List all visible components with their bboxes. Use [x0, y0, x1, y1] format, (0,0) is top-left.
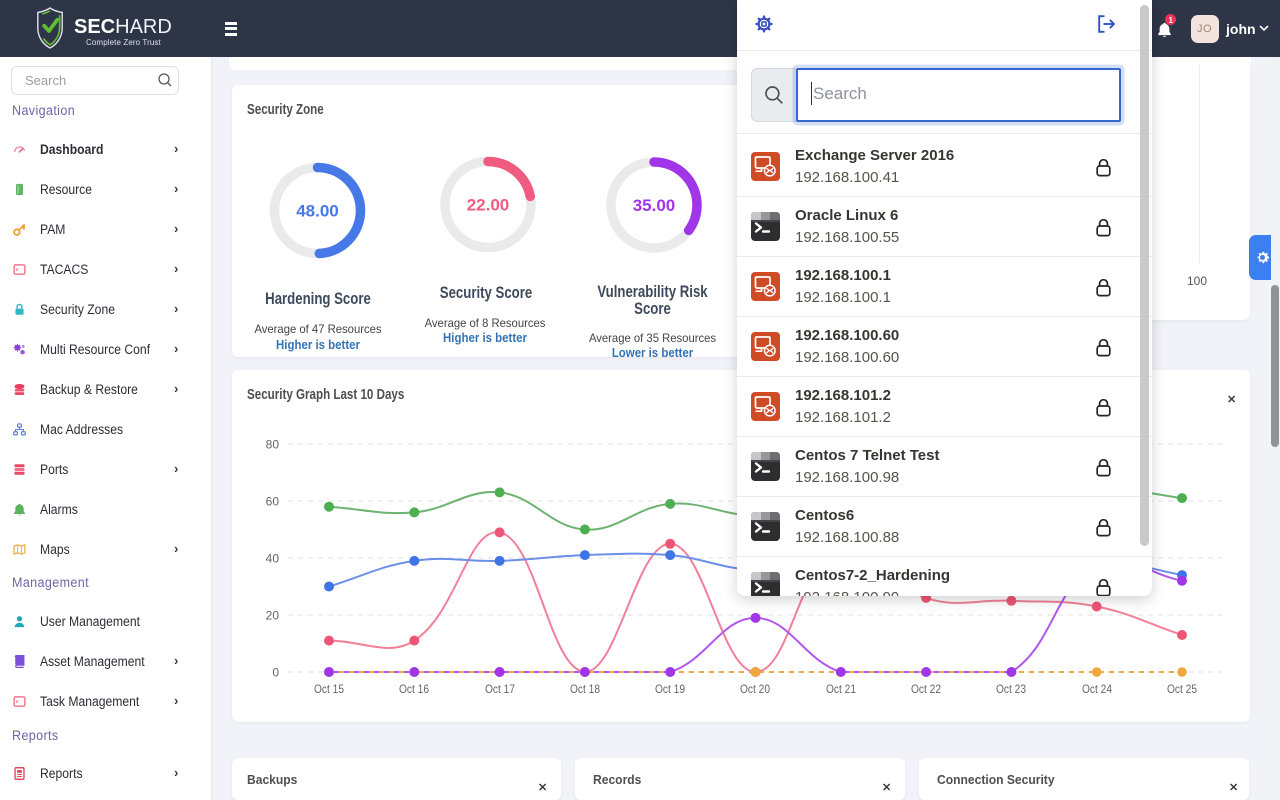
svg-text:Oct 21: Oct 21: [826, 682, 856, 696]
svg-text:Oct 17: Oct 17: [485, 682, 515, 696]
svg-text:22.00: 22.00: [467, 196, 510, 215]
svg-text:Oct 15: Oct 15: [314, 682, 344, 696]
svg-text:Oct 24: Oct 24: [1082, 682, 1112, 696]
svg-text:Oct 25: Oct 25: [1167, 682, 1197, 696]
svg-text:Oct 22: Oct 22: [911, 682, 941, 696]
svg-text:40: 40: [266, 552, 280, 566]
svg-text:35.00: 35.00: [633, 196, 676, 215]
svg-text:48.00: 48.00: [296, 202, 339, 221]
svg-text:Oct 20: Oct 20: [740, 682, 770, 696]
svg-text:Oct 19: Oct 19: [655, 682, 685, 696]
svg-text:0: 0: [272, 666, 279, 680]
svg-text:Oct 16: Oct 16: [399, 682, 429, 696]
svg-text:20: 20: [266, 609, 280, 623]
svg-text:Oct 18: Oct 18: [570, 682, 600, 696]
svg-text:Oct 23: Oct 23: [996, 682, 1026, 696]
svg-text:60: 60: [266, 495, 280, 509]
svg-text:80: 80: [266, 438, 280, 452]
